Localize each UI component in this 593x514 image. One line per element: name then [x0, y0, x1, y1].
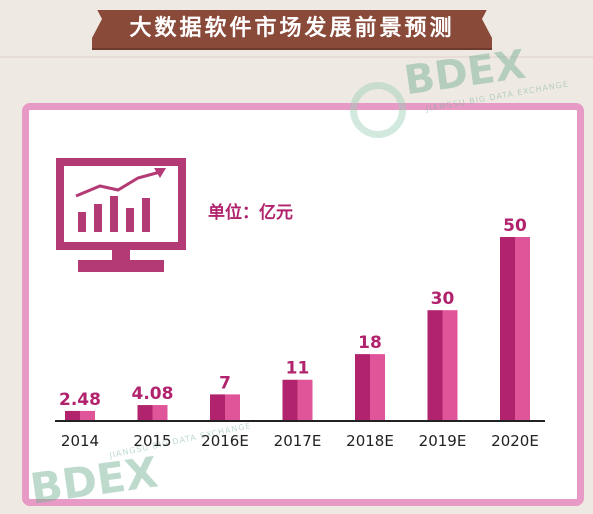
- bar-2017E-dark: [282, 379, 298, 420]
- ribbon-line: [0, 56, 593, 58]
- bar-2015-light: [152, 405, 168, 420]
- monitor-trend-line: [75, 170, 161, 198]
- monitor-chart-icon: [56, 158, 186, 272]
- monitor-bar-5: [142, 198, 150, 232]
- monitor-stand: [78, 260, 164, 272]
- banner-notch-right: [482, 0, 492, 38]
- value-label-2016E: 7: [219, 373, 231, 393]
- value-label-2017E: 11: [286, 359, 310, 379]
- bar-2018E-light: [370, 354, 385, 420]
- x-tick-2019E: 2019E: [419, 432, 467, 450]
- bars-group: 2.48 2014 4.08 2015 7 2016E 11 2017E 18 2018E 30 20…: [59, 216, 539, 450]
- x-tick-2018E: 2018E: [346, 432, 394, 450]
- x-tick-2016E: 2016E: [201, 432, 249, 450]
- x-tick-2014: 2014: [61, 432, 99, 450]
- value-label-2019E: 30: [431, 289, 455, 309]
- monitor-trend-arrow-icon: [154, 168, 166, 178]
- bar-2020E-dark: [500, 237, 515, 420]
- chart-panel: [22, 103, 584, 506]
- bar-2018E-dark: [355, 354, 370, 420]
- bar-2019E-light: [442, 310, 458, 420]
- banner-notch-left: [92, 0, 102, 38]
- title-banner: 大数据软件市场发展前景预测: [92, 10, 492, 48]
- bar-2014-light: [80, 410, 95, 420]
- page-title: 大数据软件市场发展前景预测: [129, 16, 455, 41]
- bar-2017E-light: [297, 379, 313, 420]
- bar-2015-dark: [137, 405, 153, 420]
- bar-2016E-light: [225, 394, 240, 420]
- unit-label: 单位：亿元: [208, 203, 293, 223]
- monitor-bar-2: [94, 204, 102, 232]
- watermark-logo-icon: [350, 82, 406, 138]
- monitor-bar-3: [110, 196, 118, 232]
- value-label-2015: 4.08: [132, 384, 174, 404]
- value-label-2014: 2.48: [59, 390, 101, 410]
- monitor-neck: [112, 250, 130, 260]
- monitor-bar-1: [78, 212, 86, 232]
- x-tick-2020E: 2020E: [491, 432, 539, 450]
- monitor-bar-4: [126, 208, 134, 232]
- bar-2020E-light: [515, 237, 530, 420]
- bar-2016E-dark: [210, 394, 225, 420]
- bar-2019E-dark: [427, 310, 443, 420]
- bar-2014-dark: [65, 410, 80, 420]
- x-tick-2017E: 2017E: [274, 432, 322, 450]
- value-label-2020E: 50: [503, 216, 527, 236]
- value-label-2018E: 18: [358, 333, 382, 353]
- x-tick-2015: 2015: [133, 432, 171, 450]
